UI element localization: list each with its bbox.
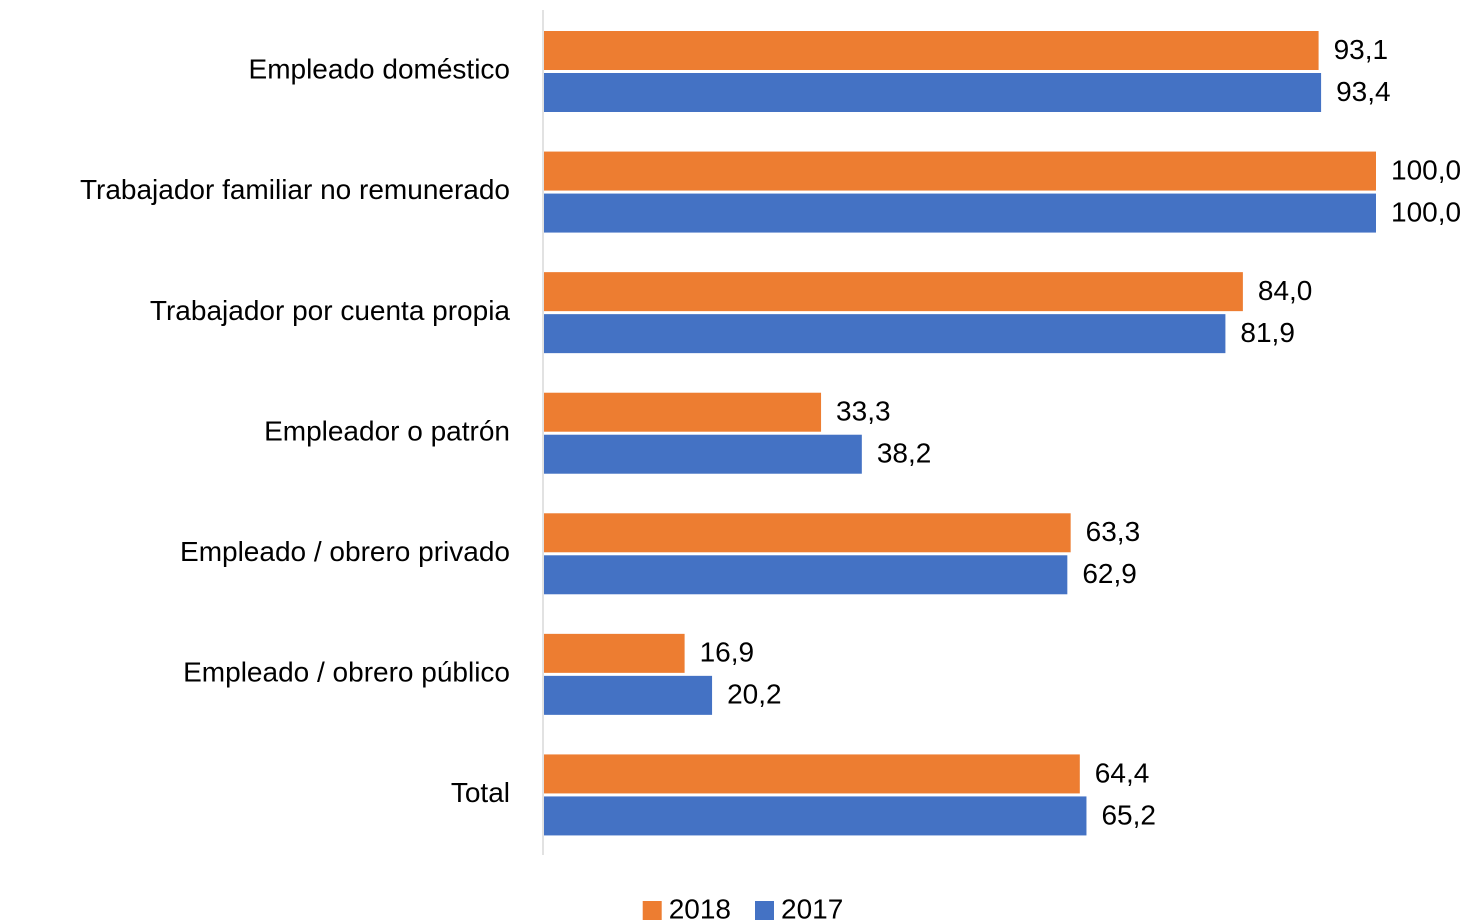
- value-label: 81,9: [1240, 317, 1295, 348]
- category-label: Empleado doméstico: [249, 54, 510, 85]
- bar: [544, 272, 1243, 312]
- value-label: 38,2: [877, 438, 932, 469]
- value-label: 20,2: [727, 679, 782, 710]
- value-label: 64,4: [1095, 757, 1150, 788]
- category-label: Empleado / obrero privado: [180, 536, 510, 567]
- bar: [544, 633, 685, 673]
- value-label: 93,4: [1336, 76, 1391, 107]
- bar: [544, 675, 713, 715]
- value-label: 16,9: [700, 637, 755, 668]
- category-label: Total: [451, 777, 510, 808]
- value-label: 84,0: [1258, 275, 1313, 306]
- category-label: Trabajador familiar no remunerado: [80, 174, 510, 205]
- value-label: 63,3: [1086, 516, 1141, 547]
- value-label: 100,0: [1391, 154, 1461, 185]
- bar: [544, 151, 1376, 191]
- bar: [544, 555, 1068, 595]
- bar: [544, 314, 1226, 354]
- legend-swatch: [642, 901, 662, 920]
- bar: [544, 193, 1376, 233]
- bar: [544, 796, 1087, 836]
- legend-label: 2018: [669, 893, 731, 924]
- bar: [544, 434, 862, 474]
- value-label: 33,3: [836, 396, 891, 427]
- bar: [544, 754, 1080, 794]
- bar: [544, 31, 1319, 70]
- bar: [544, 392, 822, 432]
- bar: [544, 73, 1322, 112]
- category-label: Empleador o patrón: [264, 415, 510, 446]
- value-label: 93,1: [1334, 34, 1389, 65]
- value-label: 100,0: [1391, 196, 1461, 227]
- category-label: Trabajador por cuenta propia: [150, 295, 511, 326]
- value-label: 62,9: [1082, 558, 1137, 589]
- category-label: Empleado / obrero público: [183, 657, 510, 688]
- bar: [544, 513, 1071, 553]
- value-label: 65,2: [1101, 799, 1156, 830]
- legend-label: 2017: [781, 893, 843, 924]
- legend-swatch: [755, 901, 774, 920]
